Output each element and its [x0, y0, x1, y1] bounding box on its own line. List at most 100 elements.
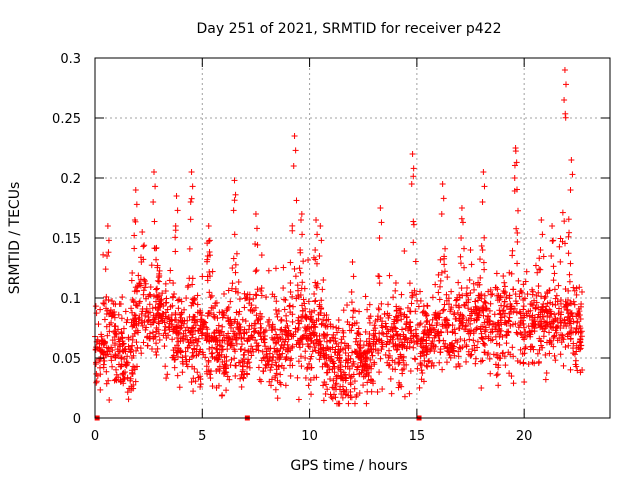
- data-point: [337, 363, 344, 370]
- data-point: [376, 280, 383, 287]
- data-point: [108, 357, 115, 364]
- data-point: [417, 288, 424, 295]
- data-point: [232, 362, 239, 369]
- data-point: [514, 238, 521, 245]
- data-point: [206, 237, 213, 244]
- data-point: [122, 348, 129, 355]
- data-point: [147, 321, 154, 328]
- data-point: [116, 348, 123, 355]
- data-point: [551, 270, 558, 277]
- data-point: [518, 287, 525, 294]
- data-point: [213, 327, 220, 334]
- data-point: [111, 340, 118, 347]
- data-points: [92, 67, 586, 421]
- data-point: [161, 343, 168, 350]
- data-point: [513, 309, 520, 316]
- data-point: [174, 348, 181, 355]
- data-point: [285, 336, 292, 343]
- data-point: [426, 321, 433, 328]
- data-point: [468, 315, 475, 322]
- data-point: [258, 292, 265, 299]
- data-point: [533, 292, 540, 299]
- data-point: [562, 319, 569, 326]
- data-point: [232, 269, 239, 276]
- data-point: [421, 328, 428, 335]
- data-point: [509, 247, 516, 254]
- data-point: [397, 336, 404, 343]
- x-tick-label: 20: [516, 429, 533, 444]
- data-point: [162, 288, 169, 295]
- data-point: [451, 326, 458, 333]
- data-point: [207, 294, 214, 301]
- data-point: [189, 349, 196, 356]
- data-point: [309, 348, 316, 355]
- data-point: [196, 348, 203, 355]
- data-point: [427, 326, 434, 333]
- data-point: [296, 344, 303, 351]
- data-point: [145, 317, 152, 324]
- data-point: [272, 340, 279, 347]
- data-point: [278, 326, 285, 333]
- data-point: [232, 372, 239, 379]
- data-point: [245, 356, 252, 363]
- data-point: [258, 324, 265, 331]
- data-point: [420, 336, 427, 343]
- data-point: [128, 387, 135, 394]
- data-point: [562, 344, 569, 351]
- data-point: [308, 317, 315, 324]
- data-point: [153, 340, 160, 347]
- data-point: [194, 369, 201, 376]
- data-point: [227, 362, 234, 369]
- data-point: [276, 334, 283, 341]
- data-point: [564, 331, 571, 338]
- data-point: [557, 325, 564, 332]
- data-point: [276, 379, 283, 386]
- data-point: [557, 300, 564, 307]
- data-point: [318, 321, 325, 328]
- data-point: [494, 352, 501, 359]
- data-point: [294, 287, 301, 294]
- data-point: [567, 335, 574, 342]
- data-point: [133, 339, 140, 346]
- data-point: [96, 357, 103, 364]
- data-point: [153, 298, 160, 305]
- data-point: [254, 343, 261, 350]
- data-point: [269, 321, 276, 328]
- data-point: [410, 218, 417, 225]
- data-point: [248, 302, 255, 309]
- data-point: [255, 364, 262, 371]
- data-point: [122, 308, 129, 315]
- data-point: [238, 341, 245, 348]
- data-point: [162, 363, 169, 370]
- data-point: [272, 359, 279, 366]
- data-point: [129, 370, 136, 377]
- data-point: [543, 303, 550, 310]
- data-point: [342, 371, 349, 378]
- data-point: [375, 305, 382, 312]
- data-point: [109, 363, 116, 370]
- data-point: [105, 296, 112, 303]
- data-point: [199, 332, 206, 339]
- data-point: [174, 297, 181, 304]
- data-point: [356, 370, 363, 377]
- data-point: [413, 291, 420, 298]
- data-point: [539, 325, 546, 332]
- data-point: [258, 378, 265, 385]
- data-point: [299, 308, 306, 315]
- data-point: [498, 302, 505, 309]
- data-point: [250, 334, 257, 341]
- data-point: [556, 243, 563, 250]
- data-point: [421, 352, 428, 359]
- data-point: [190, 388, 197, 395]
- data-point: [323, 338, 330, 345]
- data-point: [216, 363, 223, 370]
- data-point: [132, 187, 139, 193]
- data-point: [163, 315, 170, 322]
- data-point: [577, 336, 584, 343]
- data-point: [334, 329, 341, 336]
- data-point: [456, 363, 463, 370]
- data-point: [488, 291, 495, 298]
- data-point: [436, 283, 443, 290]
- data-point: [377, 355, 384, 362]
